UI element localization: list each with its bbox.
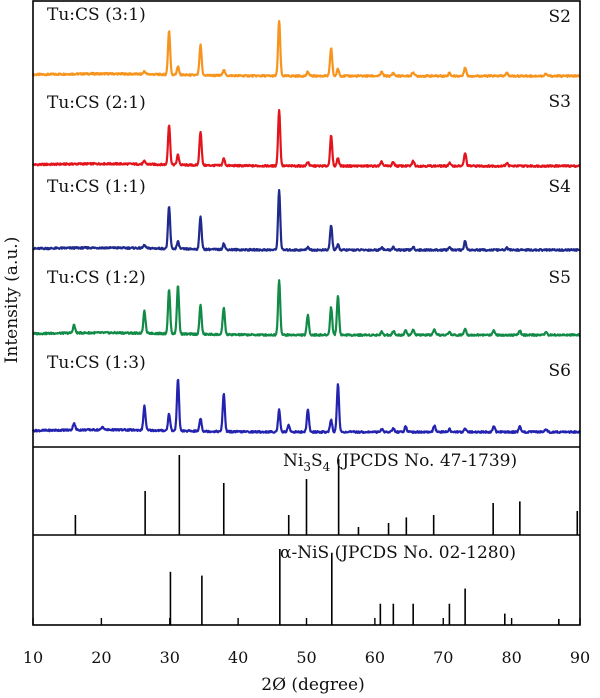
series-tag-s5: S5	[549, 268, 571, 288]
series-label-s3: Tu:CS (2:1)	[47, 93, 146, 113]
series-label-s6: Tu:CS (1:3)	[47, 353, 146, 373]
x-axis-title: 2Ø (degree)	[261, 675, 365, 695]
series-tag-s4: S4	[549, 177, 571, 197]
series-label-s5: Tu:CS (1:2)	[47, 268, 146, 288]
x-tick-label: 60	[365, 648, 385, 667]
x-tick-label: 10	[23, 648, 43, 667]
series-label-s4: Tu:CS (1:1)	[47, 177, 146, 197]
reference-label-1: Ni3S4 (JPCDS No. 47-1739)	[283, 451, 517, 474]
series-trace-s2	[31, 19, 581, 78]
series-trace-s5	[32, 279, 581, 337]
series-tag-s3: S3	[549, 92, 571, 112]
series-trace-s4	[32, 188, 581, 252]
xrd-traces	[31, 19, 582, 434]
reference-patterns: Ni3S4 (JPCDS No. 47-1739) α-NiS (JPCDS No…	[74, 451, 579, 625]
x-tick-label: 70	[433, 648, 453, 667]
series-tag-s6: S6	[549, 361, 571, 381]
x-tick-label: 20	[91, 648, 111, 667]
x-tick-label: 30	[160, 648, 180, 667]
x-tick-label: 40	[228, 648, 248, 667]
x-tick-label: 50	[296, 648, 316, 667]
series-trace-s3	[32, 108, 581, 168]
series-label-s2: Tu:CS (3:1)	[47, 5, 146, 25]
y-axis-title: Intensity (a.u.)	[2, 237, 22, 364]
series-trace-s6	[31, 378, 582, 434]
x-tick-label: 90	[570, 648, 590, 667]
series-tag-s2: S2	[549, 7, 571, 27]
axes: 10 20 30 40 50 60 70 80 90	[23, 0, 590, 667]
x-tick-label: 80	[501, 648, 521, 667]
series-labels: Tu:CS (3:1) S2 Tu:CS (2:1) S3 Tu:CS (1:1) S4 T…	[47, 5, 571, 381]
reference-label-2: α-NiS (JPCDS No. 02-1280)	[280, 543, 516, 563]
